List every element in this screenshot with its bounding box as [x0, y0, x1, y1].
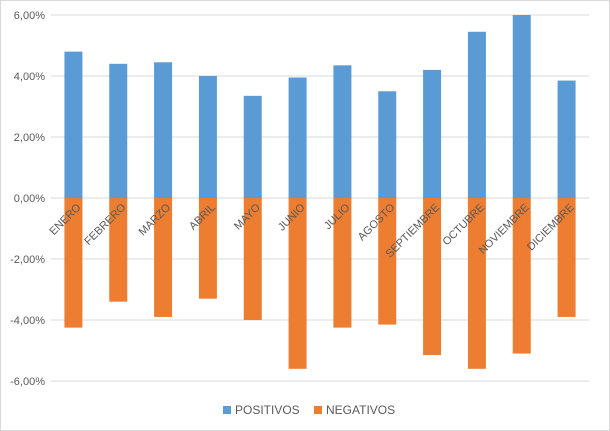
- bar-positivos: [198, 76, 217, 198]
- legend-swatch: [223, 406, 231, 414]
- y-tick-label: -4,00%: [10, 315, 45, 327]
- y-tick-label: -2,00%: [10, 254, 45, 266]
- bar-positivos: [423, 69, 442, 199]
- bar-positivos: [64, 51, 83, 198]
- bar-positivos: [109, 63, 128, 198]
- bar-positivos: [154, 62, 173, 199]
- bar-negativos: [288, 198, 307, 369]
- bar-positivos: [512, 15, 531, 198]
- y-tick-label: 6,00%: [14, 10, 45, 22]
- bar-negativos: [467, 198, 486, 369]
- bar-positivos: [378, 91, 397, 198]
- bar-negativos: [109, 198, 128, 302]
- bar-negativos: [423, 198, 442, 356]
- legend-label: NEGATIVOS: [326, 403, 395, 417]
- y-tick-label: 2,00%: [14, 132, 45, 144]
- bar-positivos: [333, 65, 352, 198]
- bar-negativos: [64, 198, 83, 328]
- bar-negativos: [243, 198, 262, 320]
- y-tick-label: 4,00%: [14, 71, 45, 83]
- bar-negativos: [154, 198, 173, 317]
- bar-negativos: [557, 198, 576, 317]
- bar-positivos: [467, 31, 486, 199]
- y-tick-label: -6,00%: [10, 376, 45, 388]
- bar-negativos: [198, 198, 217, 299]
- bar-positivos: [557, 80, 576, 198]
- legend-label: POSITIVOS: [235, 403, 300, 417]
- bar-negativos: [512, 198, 531, 354]
- bar-negativos: [378, 198, 397, 325]
- bar-negativos: [333, 198, 352, 328]
- bar-positivos: [243, 95, 262, 198]
- legend-swatch: [314, 406, 322, 414]
- bar-positivos: [288, 77, 307, 198]
- y-tick-label: 0,00%: [14, 193, 45, 205]
